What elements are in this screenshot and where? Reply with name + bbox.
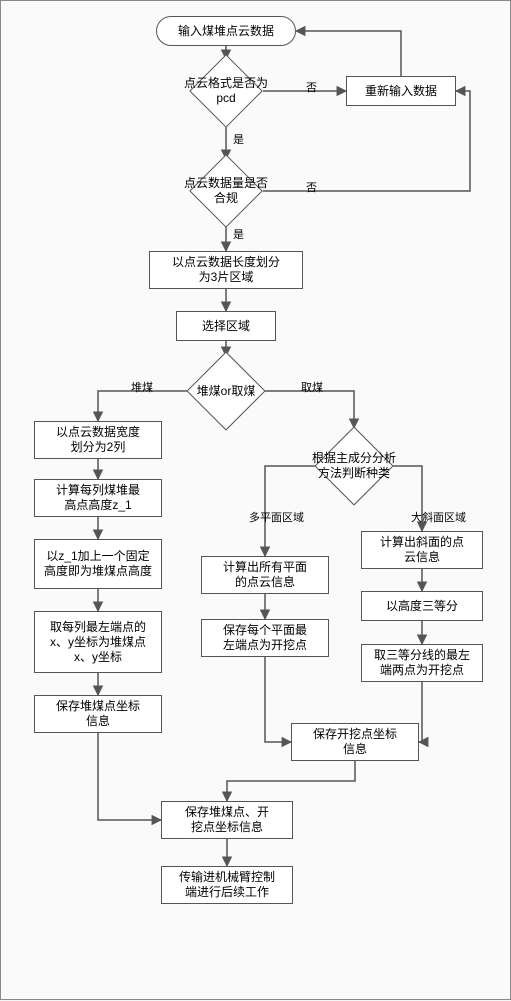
node-save_dig: 保存开挖点坐标信息 bbox=[291, 723, 419, 761]
edge-label-mode_qu: 取煤 bbox=[301, 379, 323, 395]
edge-20 bbox=[419, 682, 422, 742]
edge-9 bbox=[264, 391, 354, 428]
node-start: 输入煤堆点云数据 bbox=[156, 16, 296, 46]
node-label: 以高度三等分 bbox=[386, 599, 458, 614]
node-r_calc: 计算出斜面的点云信息 bbox=[361, 531, 483, 569]
node-left_z1: 计算每列煤堆最高点高度z_1 bbox=[34, 479, 162, 517]
edge-label-pca_slope: 大斜面区域 bbox=[411, 509, 466, 525]
node-r_third: 以高度三等分 bbox=[361, 591, 483, 621]
node-label: 保存堆煤点、开挖点坐标信息 bbox=[185, 805, 269, 835]
node-d_pca: 根据主成分分析方法判断种类 bbox=[326, 438, 382, 494]
node-d_pcd: 点云格式是否为pcd bbox=[200, 65, 252, 117]
edge-8 bbox=[98, 391, 189, 421]
diamond-bg bbox=[186, 351, 265, 430]
node-label: 保存堆煤点坐标信息 bbox=[56, 699, 140, 729]
edge-22 bbox=[227, 761, 355, 801]
node-r_take: 取三等分线的最左端两点为开挖点 bbox=[361, 644, 483, 682]
node-label: 取每列最左端点的x、y坐标为堆煤点x、y坐标 bbox=[50, 620, 146, 665]
node-left_split2: 以点云数据宽度划分为2列 bbox=[34, 421, 162, 459]
edge-4 bbox=[263, 91, 470, 191]
diamond-bg bbox=[189, 154, 263, 228]
edge-label-pcd_yes: 是 bbox=[233, 131, 244, 147]
node-label: 以点云数据长度划分为3片区域 bbox=[172, 255, 280, 285]
edge-21 bbox=[98, 733, 161, 820]
node-label: 计算出所有平面的点云信息 bbox=[223, 560, 307, 590]
node-label: 重新输入数据 bbox=[365, 84, 437, 99]
node-d_mode: 堆煤or取煤 bbox=[198, 363, 254, 419]
diamond-bg bbox=[189, 54, 263, 128]
node-select: 选择区域 bbox=[176, 311, 276, 341]
node-label: 保存开挖点坐标信息 bbox=[313, 727, 397, 757]
node-reinput: 重新输入数据 bbox=[346, 76, 456, 106]
node-left_xy: 取每列最左端点的x、y坐标为堆煤点x、y坐标 bbox=[34, 611, 162, 673]
node-label: 以点云数据宽度划分为2列 bbox=[56, 425, 140, 455]
node-split3: 以点云数据长度划分为3片区域 bbox=[149, 251, 303, 289]
node-label: 保存每个平面最左端点为开挖点 bbox=[223, 623, 307, 653]
node-label: 计算每列煤堆最高点高度z_1 bbox=[56, 483, 140, 513]
node-label: 以z_1加上一个固定高度即为堆煤点高度 bbox=[44, 549, 152, 579]
edge-label-mode_dui: 堆煤 bbox=[131, 379, 153, 395]
node-transmit: 传输进机械臂控制端进行后续工作 bbox=[161, 866, 293, 904]
node-d_valid: 点云数据量是否合规 bbox=[200, 165, 252, 217]
node-label: 选择区域 bbox=[202, 319, 250, 334]
node-left_height: 以z_1加上一个固定高度即为堆煤点高度 bbox=[34, 539, 162, 589]
node-mid_saveL: 保存每个平面最左端点为开挖点 bbox=[201, 619, 329, 657]
node-save_both: 保存堆煤点、开挖点坐标信息 bbox=[161, 801, 293, 839]
node-label: 计算出斜面的点云信息 bbox=[380, 535, 464, 565]
node-label: 传输进机械臂控制端进行后续工作 bbox=[179, 870, 275, 900]
diamond-bg bbox=[314, 426, 393, 505]
node-label: 输入煤堆点云数据 bbox=[178, 24, 274, 39]
edge-label-valid_no: 否 bbox=[306, 179, 317, 195]
edge-17 bbox=[265, 657, 291, 742]
node-mid_calc: 计算出所有平面的点云信息 bbox=[201, 556, 329, 594]
node-label: 取三等分线的最左端两点为开挖点 bbox=[374, 648, 470, 678]
edge-label-pcd_no: 否 bbox=[306, 79, 317, 95]
edge-2 bbox=[296, 31, 401, 76]
edge-label-valid_yes: 是 bbox=[233, 226, 244, 242]
flowchart-canvas: 输入煤堆点云数据重新输入数据 点云格式是否为pcd 点云数据量是否合规以点云数据长度… bbox=[0, 0, 511, 1000]
edge-label-pca_multi: 多平面区域 bbox=[249, 509, 304, 525]
node-left_save: 保存堆煤点坐标信息 bbox=[34, 695, 162, 733]
